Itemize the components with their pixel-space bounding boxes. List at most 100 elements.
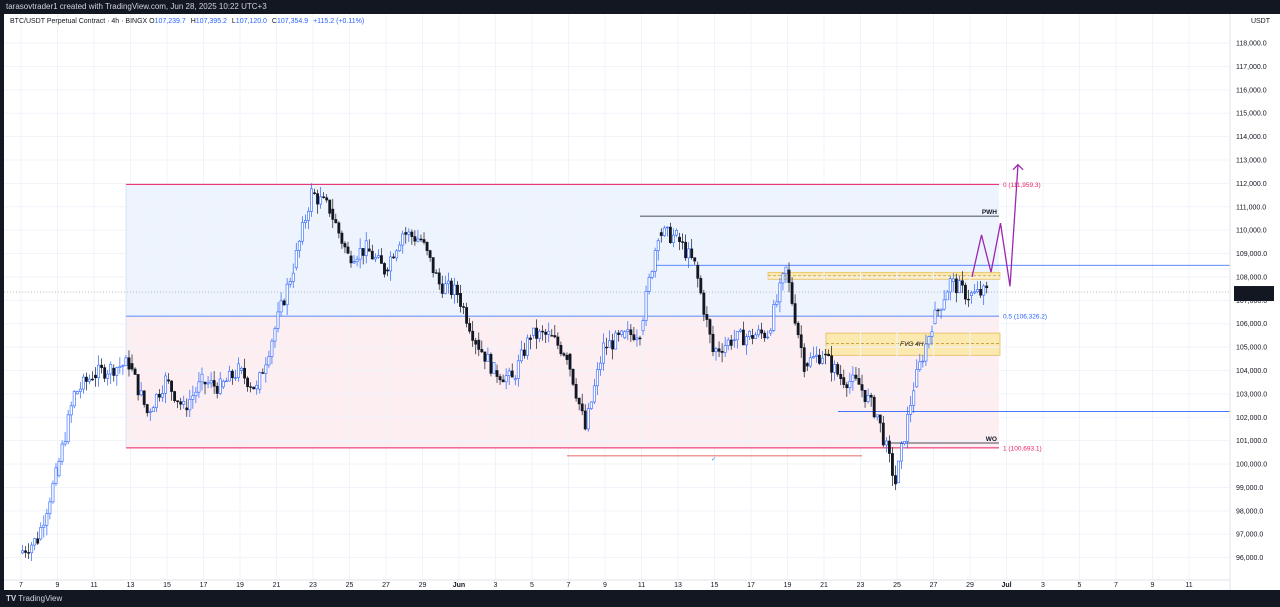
price-tick-label: 101,000.0 — [1236, 438, 1267, 445]
price-axis[interactable]: 96,000.0 97,000.0 98,000.0 99,000.0 100,000.… — [1229, 14, 1274, 590]
candle-body — [39, 527, 43, 540]
candle-body — [626, 329, 630, 332]
candle-body — [57, 461, 61, 477]
candle-body — [507, 370, 511, 377]
candle-body — [276, 311, 280, 329]
tradingview-logo-icon: TV — [6, 594, 17, 603]
candle-body — [799, 334, 803, 348]
countdown-value: 37:38 — [1237, 294, 1255, 301]
price-tick-label: 110,000.0 — [1236, 228, 1267, 235]
projection-arrow — [1012, 163, 1024, 171]
candle-body — [480, 349, 484, 353]
candle-body — [218, 378, 222, 394]
candle-body — [519, 349, 523, 362]
candle-body — [370, 250, 374, 260]
candle-body — [209, 380, 213, 384]
candle-body — [632, 334, 636, 341]
tradingview-logo[interactable]: TV TradingView — [6, 594, 62, 603]
candle-body — [48, 501, 52, 514]
candle-body — [656, 240, 660, 251]
chart-frame: 96,000.0 97,000.0 98,000.0 99,000.0 100,000.… — [4, 14, 1280, 590]
candle-body — [63, 441, 67, 445]
candle-body — [246, 377, 250, 387]
candle-body — [647, 277, 651, 292]
candle-body — [887, 440, 891, 454]
price-chart[interactable]: 96,000.0 97,000.0 98,000.0 99,000.0 100,000.… — [4, 14, 1280, 590]
candle-body — [453, 284, 456, 295]
footer-bar: TV TradingView — [0, 590, 1280, 607]
candle-body — [340, 232, 344, 244]
candle-body — [419, 238, 423, 241]
price-tick-label: 112,000.0 — [1236, 181, 1267, 188]
time-tick-label: 7 — [19, 582, 23, 589]
time-tick-label: 3 — [494, 582, 498, 589]
candle-body — [547, 331, 551, 335]
candle-body — [164, 375, 167, 394]
candle-body — [684, 241, 688, 259]
candle-body — [906, 414, 910, 442]
candle-body — [757, 329, 761, 336]
time-tick-label: 9 — [603, 582, 607, 589]
time-tick-label: 17 — [200, 582, 208, 589]
candle-body — [501, 379, 505, 383]
candle-body — [909, 405, 913, 415]
candle-body — [121, 365, 125, 367]
currency-label[interactable]: USDT — [1250, 18, 1270, 25]
candle-body — [337, 222, 341, 234]
candle-body — [307, 211, 310, 221]
candle-body — [811, 356, 815, 359]
candle-body — [30, 544, 34, 554]
candle-body — [449, 280, 453, 295]
candle-body — [84, 376, 88, 382]
candle-body — [748, 330, 751, 337]
time-tick-label: Jun — [453, 582, 465, 589]
candle-body — [760, 329, 764, 334]
candle-body — [894, 475, 897, 485]
price-tick-label: 115,000.0 — [1236, 111, 1267, 118]
time-tick-label: 11 — [1185, 582, 1192, 589]
candle-body — [541, 330, 545, 333]
candle-body — [693, 257, 697, 262]
candle-body — [927, 336, 931, 345]
time-tick-label: 11 — [90, 582, 97, 589]
candle-body — [738, 329, 742, 332]
price-tick-label: 97,000.0 — [1236, 532, 1263, 539]
price-tick-label: 108,000.0 — [1236, 274, 1267, 281]
candle-body — [33, 538, 37, 546]
candle-body — [221, 380, 225, 388]
candle-body — [94, 374, 97, 379]
fib-05-label: 0.5 (106,326.2) — [1003, 314, 1047, 321]
candle-body — [678, 236, 681, 243]
candle-body — [824, 353, 827, 356]
candle-body — [690, 248, 694, 258]
candle-body — [267, 356, 271, 366]
low-value: 107,120.0 — [235, 18, 267, 25]
candle-body — [456, 284, 459, 296]
time-axis[interactable]: 7 9 11 13 15 17 19 21 23 25 27 29 Jun 3 5 7 9 11 13 15 17 19 2… — [4, 579, 1230, 589]
price-tick-label: 116,000.0 — [1236, 87, 1267, 94]
time-tick-label: 13 — [674, 582, 682, 589]
symbol-title[interactable]: BTC/USDT Perpetual Contract · 4h · BINGX — [10, 18, 148, 25]
candle-body — [571, 368, 575, 385]
candle-body — [967, 298, 970, 301]
time-tick-label: 27 — [930, 582, 938, 589]
fib-0-label: 0 (111,959.3) — [1003, 182, 1041, 189]
candle-body — [234, 377, 237, 379]
candle-body — [179, 401, 183, 405]
candle-body — [224, 380, 228, 383]
candle-body — [769, 330, 773, 334]
projection-layer — [971, 163, 1024, 287]
time-tick-label: 17 — [747, 582, 755, 589]
candle-body — [735, 331, 739, 341]
time-tick-label: 29 — [419, 582, 427, 589]
candle-body — [851, 374, 855, 382]
candle-body — [644, 291, 648, 321]
candle-body — [848, 381, 852, 389]
candle-body — [118, 366, 122, 368]
candle-body — [367, 248, 371, 252]
time-tick-label: 15 — [163, 582, 171, 589]
candle-body — [717, 348, 721, 352]
price-tick-label: 99,000.0 — [1236, 485, 1263, 492]
time-tick-label: 19 — [236, 582, 244, 589]
candle-body — [462, 306, 465, 308]
